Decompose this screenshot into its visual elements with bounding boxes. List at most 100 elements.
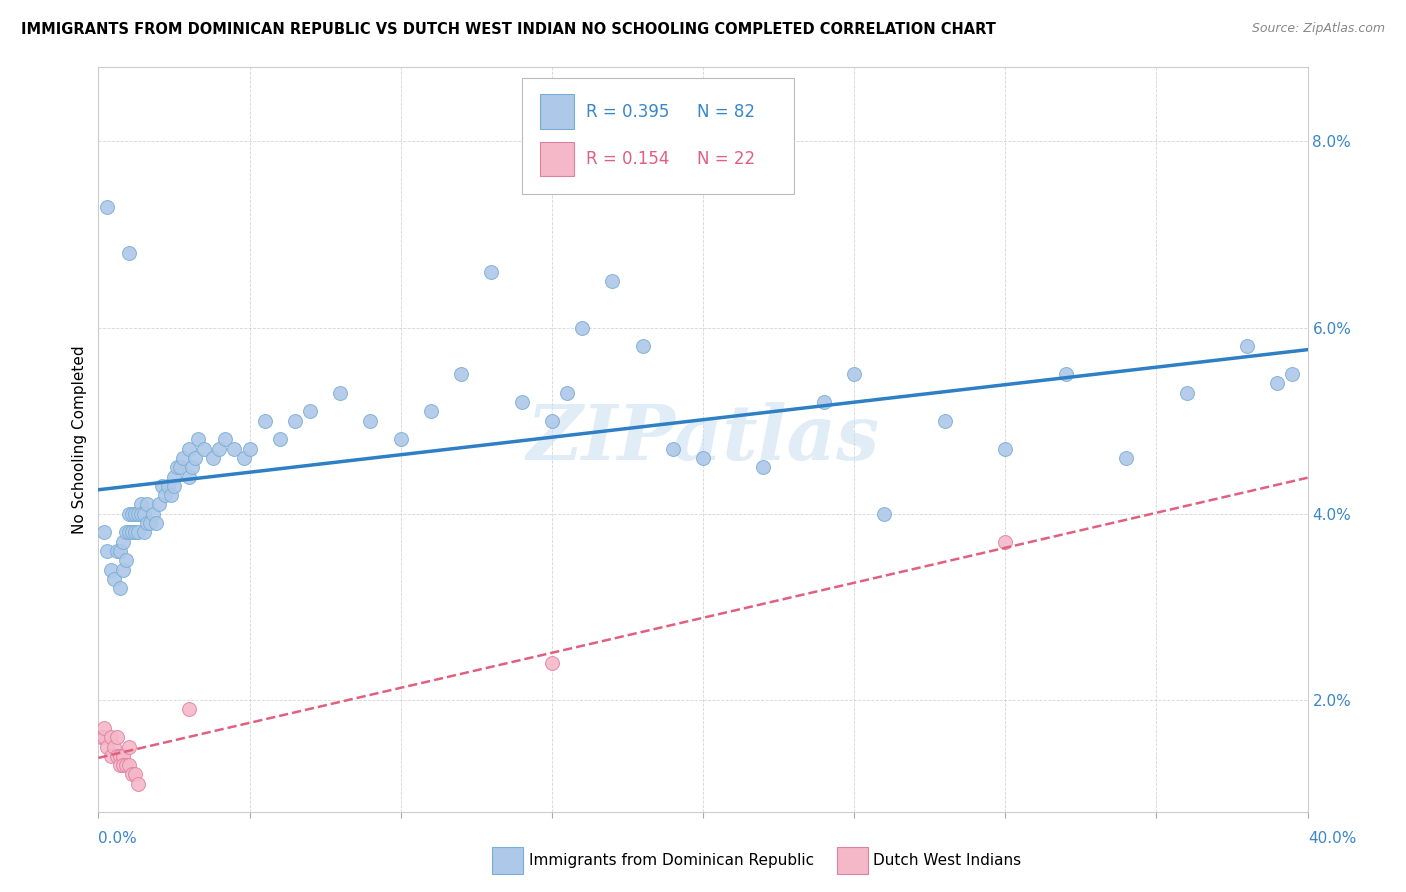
Point	[232, 450, 254, 465]
Point	[450, 367, 472, 381]
Point	[100, 748, 122, 763]
Text: 40.0%: 40.0%	[1309, 831, 1357, 846]
Point	[169, 460, 191, 475]
Point	[661, 442, 683, 456]
Point	[114, 553, 136, 567]
Point	[994, 534, 1017, 549]
Point	[602, 274, 624, 288]
Point	[184, 450, 207, 465]
Text: N = 82: N = 82	[697, 103, 755, 120]
Point	[96, 544, 118, 558]
Point	[100, 730, 122, 744]
Point	[135, 498, 157, 512]
Point	[389, 432, 412, 446]
Point	[873, 507, 896, 521]
Point	[103, 739, 125, 754]
Point	[114, 758, 136, 772]
Point	[166, 460, 188, 475]
Point	[284, 414, 307, 428]
Point	[555, 385, 578, 400]
Point	[93, 721, 115, 735]
Point	[121, 525, 143, 540]
Point	[96, 200, 118, 214]
Point	[114, 525, 136, 540]
Point	[269, 432, 291, 446]
Point	[329, 385, 352, 400]
Point	[127, 777, 149, 791]
Point	[202, 450, 225, 465]
Point	[105, 748, 128, 763]
Point	[124, 525, 146, 540]
Point	[752, 460, 775, 475]
Point	[187, 432, 209, 446]
Point	[179, 442, 201, 456]
Point	[108, 582, 131, 596]
Point	[129, 507, 152, 521]
Point	[156, 479, 179, 493]
Point	[135, 516, 157, 530]
Point	[214, 432, 236, 446]
Point	[127, 525, 149, 540]
Point	[239, 442, 262, 456]
Y-axis label: No Schooling Completed: No Schooling Completed	[72, 345, 87, 533]
Text: IMMIGRANTS FROM DOMINICAN REPUBLIC VS DUTCH WEST INDIAN NO SCHOOLING COMPLETED C: IMMIGRANTS FROM DOMINICAN REPUBLIC VS DU…	[21, 22, 995, 37]
Point	[100, 563, 122, 577]
Bar	[540, 95, 574, 128]
FancyBboxPatch shape	[522, 78, 793, 194]
Point	[299, 404, 322, 418]
Point	[145, 516, 167, 530]
Point	[153, 488, 176, 502]
Point	[224, 442, 246, 456]
Point	[510, 395, 533, 409]
Point	[420, 404, 443, 418]
Point	[193, 442, 215, 456]
Point	[934, 414, 956, 428]
Text: R = 0.154: R = 0.154	[586, 150, 669, 169]
Point	[129, 498, 152, 512]
Point	[96, 739, 118, 754]
Point	[1267, 376, 1289, 391]
Point	[105, 730, 128, 744]
Point	[994, 442, 1017, 456]
Point	[181, 460, 204, 475]
Point	[132, 507, 155, 521]
Point	[111, 748, 134, 763]
Text: Immigrants from Dominican Republic: Immigrants from Dominican Republic	[529, 854, 814, 868]
Point	[844, 367, 866, 381]
Point	[160, 488, 183, 502]
Point	[1054, 367, 1077, 381]
Point	[208, 442, 231, 456]
Point	[253, 414, 276, 428]
Point	[118, 758, 141, 772]
Point	[163, 469, 186, 483]
Point	[93, 525, 115, 540]
Point	[142, 507, 165, 521]
Point	[1236, 339, 1258, 353]
Point	[571, 320, 593, 334]
Point	[108, 748, 131, 763]
Point	[163, 479, 186, 493]
Point	[172, 450, 194, 465]
Point	[631, 339, 654, 353]
Bar	[540, 142, 574, 177]
Point	[103, 572, 125, 586]
Text: Source: ZipAtlas.com: Source: ZipAtlas.com	[1251, 22, 1385, 36]
Point	[179, 702, 201, 716]
Point	[121, 507, 143, 521]
Point	[1175, 385, 1198, 400]
Point	[108, 758, 131, 772]
Point	[111, 563, 134, 577]
Point	[692, 450, 714, 465]
Point	[111, 534, 134, 549]
Text: ZIPatlas: ZIPatlas	[526, 402, 880, 476]
Point	[132, 525, 155, 540]
Point	[481, 265, 503, 279]
Text: R = 0.395: R = 0.395	[586, 103, 669, 120]
Point	[540, 656, 562, 670]
Point	[105, 544, 128, 558]
Point	[813, 395, 835, 409]
Point	[139, 516, 162, 530]
Point	[127, 507, 149, 521]
Point	[118, 739, 141, 754]
Text: Dutch West Indians: Dutch West Indians	[873, 854, 1021, 868]
